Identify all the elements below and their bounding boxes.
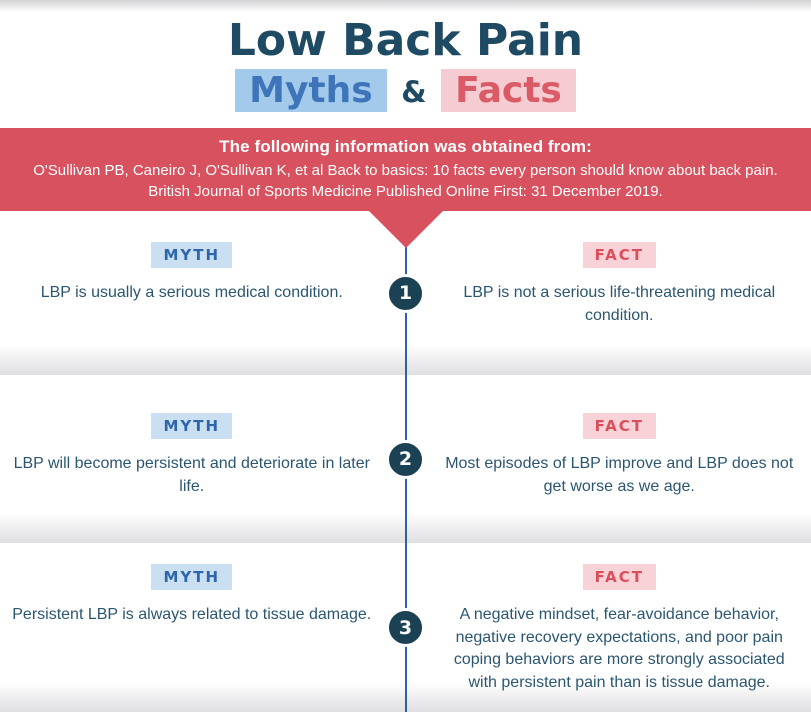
myth-text: LBP is usually a serious medical conditi… bbox=[40, 284, 343, 301]
source-banner: The following information was obtained f… bbox=[0, 128, 811, 248]
subtitle-facts-highlight: Facts bbox=[441, 69, 576, 113]
myth-fact-row-1: MYTH LBP is usually a serious medical co… bbox=[0, 211, 811, 375]
source-citation: O'Sullivan PB, Caneiro J, O'Sullivan K, … bbox=[33, 162, 778, 201]
myth-fact-row-2: MYTH LBP will become persistent and dete… bbox=[0, 375, 811, 543]
top-edge-shadow bbox=[0, 0, 811, 12]
fact-badge: FACT bbox=[582, 242, 656, 268]
step-number-column-3: 3 bbox=[384, 543, 428, 712]
myth-badge: MYTH bbox=[151, 564, 233, 590]
step-number-badge: 2 bbox=[386, 439, 425, 479]
fact-text: Most episodes of LBP improve and LBP doe… bbox=[445, 455, 794, 495]
myth-fact-row-3: MYTH Persistent LBP is always related to… bbox=[0, 543, 811, 712]
fact-column-3: FACT A negative mindset, fear-avoidance … bbox=[428, 543, 811, 712]
timeline-line bbox=[404, 247, 407, 712]
myth-badge: MYTH bbox=[151, 413, 233, 439]
fact-text: LBP is not a serious life-threatening me… bbox=[463, 284, 776, 324]
myth-text: Persistent LBP is always related to tiss… bbox=[12, 606, 372, 623]
source-banner-heading: The following information was obtained f… bbox=[219, 137, 592, 156]
header: Low Back Pain Myths & Facts bbox=[0, 0, 811, 128]
page-subtitle: Myths & Facts bbox=[0, 69, 811, 113]
fact-column-1: FACT LBP is not a serious life-threateni… bbox=[428, 211, 811, 375]
fact-text: A negative mindset, fear-avoidance behav… bbox=[453, 606, 785, 692]
myth-column-3: MYTH Persistent LBP is always related to… bbox=[0, 543, 384, 712]
banner-pointer-icon bbox=[368, 211, 443, 248]
step-number-badge: 3 bbox=[386, 608, 425, 647]
fact-badge: FACT bbox=[582, 413, 656, 439]
subtitle-ampersand: & bbox=[401, 75, 427, 110]
page-title: Low Back Pain bbox=[227, 15, 584, 66]
myth-badge: MYTH bbox=[151, 242, 233, 268]
myth-text: LBP will become persistent and deteriora… bbox=[13, 455, 370, 495]
subtitle-myths-highlight: Myths bbox=[235, 69, 387, 113]
fact-column-2: FACT Most episodes of LBP improve and LB… bbox=[428, 375, 811, 543]
step-number-column-2: 2 bbox=[384, 375, 428, 543]
step-number-column-1: 1 bbox=[384, 211, 428, 375]
fact-badge: FACT bbox=[582, 564, 656, 590]
step-number-badge: 1 bbox=[386, 273, 425, 313]
myth-column-2: MYTH LBP will become persistent and dete… bbox=[0, 375, 384, 543]
myth-fact-list: MYTH LBP is usually a serious medical co… bbox=[0, 211, 811, 712]
myth-column-1: MYTH LBP is usually a serious medical co… bbox=[0, 211, 384, 375]
